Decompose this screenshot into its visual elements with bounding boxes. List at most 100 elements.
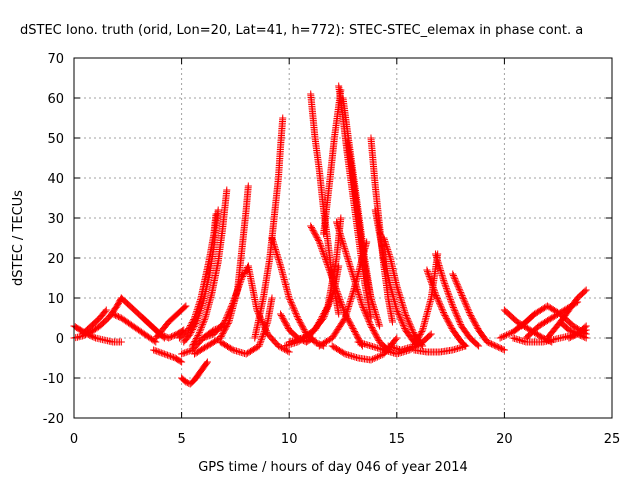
- data-point: [153, 347, 161, 355]
- data-point: [102, 306, 110, 314]
- data-point: [270, 241, 278, 249]
- data-point: [113, 312, 121, 320]
- data-point: [192, 320, 200, 327]
- data-point: [178, 358, 186, 366]
- data-point: [212, 337, 220, 345]
- x-tick-label: 5: [177, 432, 185, 447]
- data-point: [116, 313, 124, 321]
- data-point: [298, 321, 306, 329]
- data-point: [166, 333, 174, 341]
- data-point: [209, 338, 217, 346]
- data-point: [197, 305, 205, 313]
- data-point: [295, 315, 303, 323]
- data-point: [277, 311, 285, 319]
- data-point: [236, 280, 244, 288]
- data-point: [278, 344, 286, 352]
- data-point: [323, 304, 331, 312]
- data-point: [374, 315, 382, 323]
- x-tick-label: 10: [281, 432, 298, 447]
- data-point: [231, 293, 239, 301]
- data-points: [70, 82, 590, 388]
- data-point: [308, 335, 316, 343]
- grid: [74, 58, 612, 418]
- data-point: [232, 290, 240, 298]
- data-point: [202, 333, 210, 341]
- data-point: [442, 283, 450, 291]
- data-point: [324, 302, 332, 310]
- data-point: [182, 302, 190, 310]
- data-point: [319, 315, 327, 323]
- data-point: [423, 266, 431, 274]
- series-19: [268, 234, 328, 350]
- data-point: [272, 246, 280, 254]
- x-tick-label: 20: [496, 432, 513, 447]
- data-point: [347, 294, 355, 302]
- data-point: [203, 358, 211, 366]
- data-point: [252, 344, 260, 352]
- data-point: [246, 347, 254, 355]
- data-point: [199, 320, 207, 328]
- data-point: [205, 341, 213, 349]
- x-tick-label: 25: [604, 432, 621, 447]
- data-point: [260, 329, 268, 337]
- data-point: [281, 319, 289, 327]
- data-point: [385, 249, 393, 257]
- data-point: [376, 322, 384, 330]
- data-point: [284, 323, 292, 331]
- data-point: [287, 299, 295, 307]
- data-point: [195, 311, 203, 319]
- data-point: [165, 334, 173, 342]
- data-point: [316, 241, 324, 249]
- data-point: [445, 292, 453, 300]
- data-point: [325, 301, 333, 309]
- data-point: [396, 292, 404, 300]
- data-point: [169, 332, 177, 340]
- data-point: [294, 338, 302, 346]
- data-point: [400, 307, 408, 315]
- data-point: [259, 332, 267, 340]
- data-point: [357, 299, 365, 307]
- data-point: [201, 344, 209, 352]
- data-point: [447, 297, 455, 305]
- data-point: [443, 286, 451, 294]
- series-8: [150, 346, 186, 366]
- data-point: [304, 332, 312, 340]
- data-point: [320, 312, 328, 320]
- data-point: [441, 281, 449, 289]
- data-point: [219, 328, 227, 336]
- data-point: [398, 298, 406, 306]
- data-point: [241, 268, 249, 276]
- data-point: [191, 350, 199, 358]
- data-point: [448, 299, 456, 307]
- y-tick-label: 40: [47, 172, 64, 187]
- data-point: [396, 294, 404, 302]
- series-11: [180, 206, 222, 346]
- data-point: [219, 330, 227, 338]
- data-point: [347, 266, 355, 274]
- data-point: [309, 334, 317, 342]
- data-point: [398, 300, 406, 308]
- data-point: [424, 269, 432, 277]
- data-point: [256, 340, 264, 348]
- data-point: [185, 347, 193, 355]
- data-point: [346, 299, 354, 307]
- data-point: [168, 333, 176, 341]
- data-point: [114, 313, 122, 321]
- data-point: [286, 296, 294, 304]
- data-point: [336, 230, 344, 238]
- data-point: [257, 337, 265, 345]
- x-tick-label: 0: [70, 432, 78, 447]
- data-point: [227, 303, 235, 311]
- data-point: [440, 276, 448, 284]
- data-point: [274, 342, 282, 350]
- data-point: [226, 306, 234, 314]
- data-point: [293, 312, 301, 320]
- data-point: [181, 349, 189, 357]
- data-point: [342, 248, 350, 256]
- data-point: [234, 284, 242, 292]
- data-point: [400, 305, 408, 313]
- data-point: [291, 308, 299, 316]
- data-point: [278, 313, 286, 321]
- data-point: [203, 342, 211, 350]
- data-point: [208, 339, 216, 347]
